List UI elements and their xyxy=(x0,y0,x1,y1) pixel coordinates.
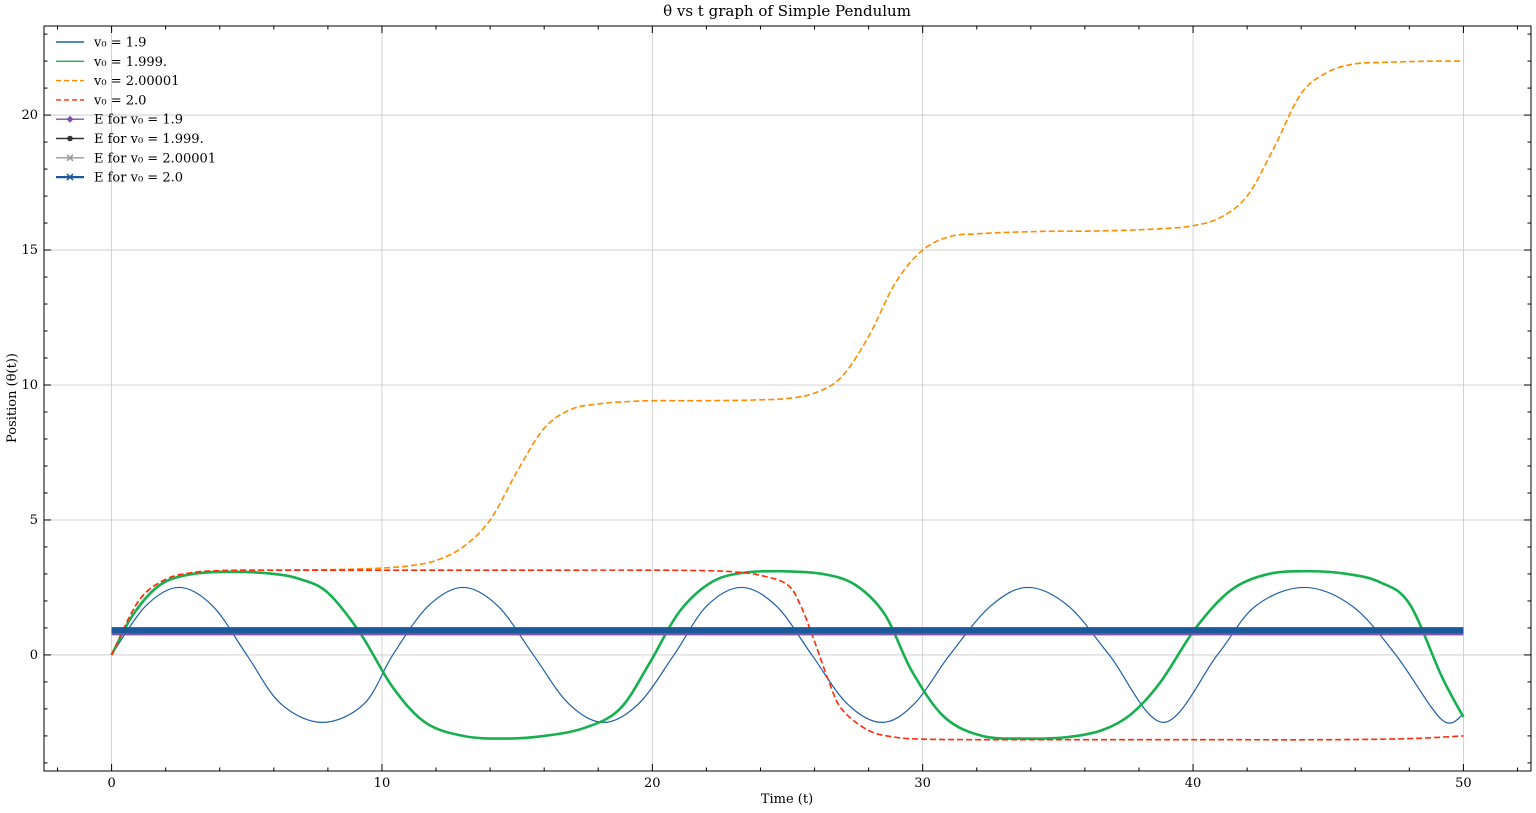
legend-entry: E for v₀ = 2.0 xyxy=(56,171,183,186)
chart-title: θ vs t graph of Simple Pendulum xyxy=(663,2,911,20)
x-tick-label: 10 xyxy=(374,776,391,791)
legend-entry: E for v₀ = 1.9 xyxy=(56,113,183,128)
legend-label: v₀ = 1.999. xyxy=(93,55,167,70)
legend-marker xyxy=(66,173,74,181)
legend-label: v₀ = 2.00001 xyxy=(93,74,179,89)
legend-label: E for v₀ = 1.9 xyxy=(94,113,183,128)
legend-marker xyxy=(67,135,73,142)
legend-entry: E for v₀ = 1.999. xyxy=(56,132,204,147)
legend-entry: v₀ = 2.0 xyxy=(56,93,146,108)
legend-entry: v₀ = 1.9 xyxy=(56,36,146,51)
x-tick-label: 20 xyxy=(644,776,661,791)
y-tick-label: 10 xyxy=(21,378,38,393)
plot-frame xyxy=(43,25,1532,772)
series-line-4 xyxy=(110,569,1464,741)
x-tick-label: 40 xyxy=(1185,776,1202,791)
x-tick-label: 0 xyxy=(107,776,115,791)
y-tick-label: 20 xyxy=(21,108,38,123)
y-tick-label: 5 xyxy=(30,513,38,528)
legend-label: v₀ = 1.9 xyxy=(93,36,146,51)
series-line-1 xyxy=(111,586,1464,724)
legend-marker xyxy=(66,154,74,162)
x-tick-label: 50 xyxy=(1455,776,1472,791)
legend-entry: v₀ = 1.999. xyxy=(56,55,167,70)
x-tick-label: 30 xyxy=(914,776,931,791)
y-axis-label: Position (θ(t)) xyxy=(5,353,20,443)
legend-entry: E for v₀ = 2.00001 xyxy=(56,151,216,166)
legend-entry: v₀ = 2.00001 xyxy=(56,74,179,89)
y-tick-label: 15 xyxy=(21,243,38,258)
series-line-3 xyxy=(110,60,1464,656)
y-tick-label: 0 xyxy=(30,648,38,663)
series-line-2 xyxy=(110,569,1465,740)
legend-label: E for v₀ = 2.0 xyxy=(94,171,183,186)
x-axis-label: Time (t) xyxy=(761,792,813,807)
legend-marker xyxy=(66,115,74,123)
legend-label: E for v₀ = 2.00001 xyxy=(94,151,216,166)
legend-label: v₀ = 2.0 xyxy=(93,93,146,108)
legend-label: E for v₀ = 1.999. xyxy=(94,132,204,147)
